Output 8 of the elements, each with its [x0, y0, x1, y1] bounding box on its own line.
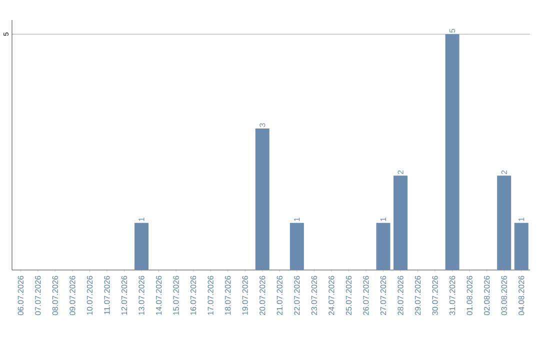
bar	[497, 176, 512, 270]
bar	[290, 222, 304, 270]
bar	[134, 222, 149, 270]
bar	[445, 34, 460, 270]
bar	[394, 176, 408, 270]
bar	[514, 222, 528, 270]
bar	[255, 128, 270, 270]
bar	[376, 222, 390, 270]
